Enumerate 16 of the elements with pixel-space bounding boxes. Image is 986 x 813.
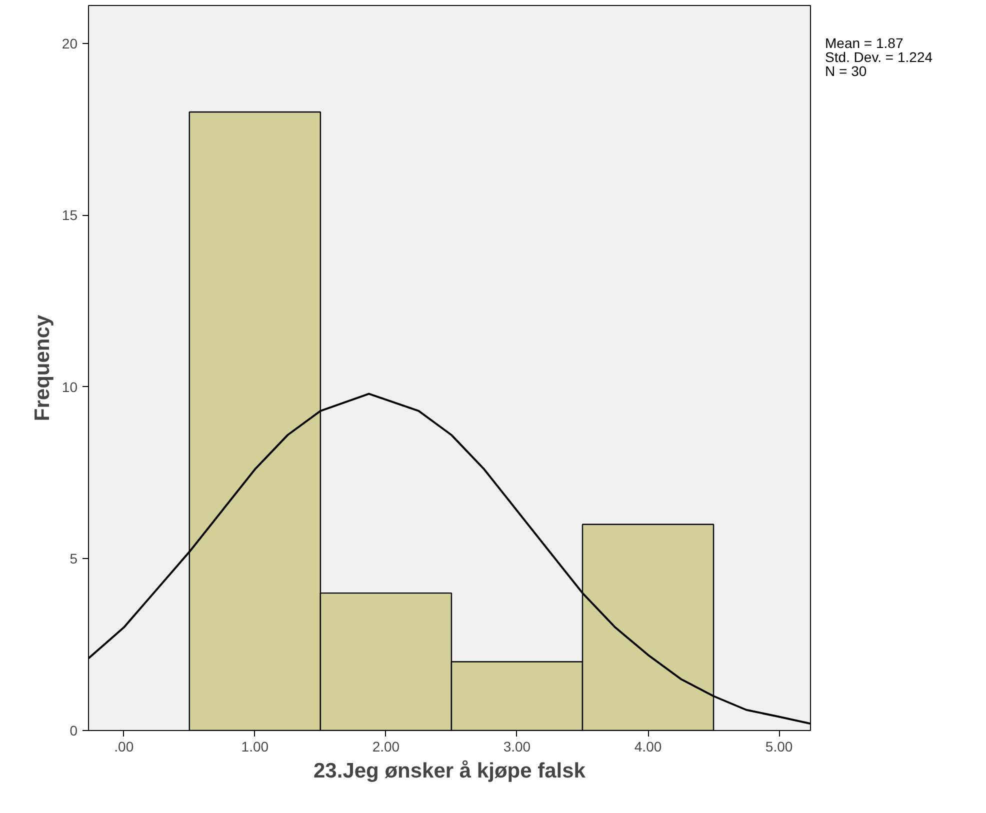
y-tick-label: 5	[70, 550, 78, 567]
text: N = 30	[825, 63, 867, 79]
y-tick-label: 20	[62, 35, 78, 52]
text: Mean = 1.87	[825, 35, 904, 51]
y-axis-title: Frequency	[30, 314, 54, 422]
x-tick-label: 1.00	[241, 738, 269, 754]
x-tick-label: 3.00	[503, 738, 531, 754]
x-tick-label: 2.00	[372, 738, 400, 754]
y-tick-label: 0	[70, 722, 78, 738]
y-tick-label: 10	[62, 378, 78, 395]
x-axis-title: 23.Jeg ønsker å kjøpe falsk	[314, 760, 586, 782]
y-tick-label: 15	[62, 207, 78, 224]
text: Std. Dev. = 1.224	[825, 49, 933, 65]
x-tick-label: 5.00	[765, 738, 793, 754]
x-tick-label: .00	[114, 738, 134, 754]
x-tick-label: 4.00	[634, 738, 662, 754]
